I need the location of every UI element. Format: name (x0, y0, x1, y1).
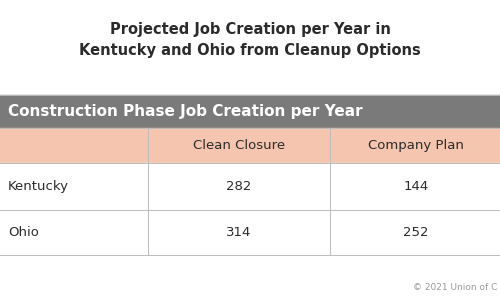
Text: 282: 282 (226, 180, 252, 193)
Bar (0, 210, 500, 255)
Text: © 2021 Union of C: © 2021 Union of C (412, 283, 497, 292)
Text: 314: 314 (226, 226, 252, 239)
Text: Projected Job Creation per Year in
Kentucky and Ohio from Cleanup Options: Projected Job Creation per Year in Kentu… (79, 22, 421, 58)
Text: Construction Phase Job Creation per Year: Construction Phase Job Creation per Year (8, 104, 362, 119)
Text: Ohio: Ohio (8, 226, 39, 239)
Bar (0, 95, 500, 128)
Bar (0, 128, 500, 163)
Text: Kentucky: Kentucky (8, 180, 69, 193)
Text: 144: 144 (404, 180, 428, 193)
Text: Clean Closure: Clean Closure (193, 139, 285, 152)
Text: 252: 252 (403, 226, 429, 239)
Text: Company Plan: Company Plan (368, 139, 464, 152)
Bar (0, 163, 500, 210)
